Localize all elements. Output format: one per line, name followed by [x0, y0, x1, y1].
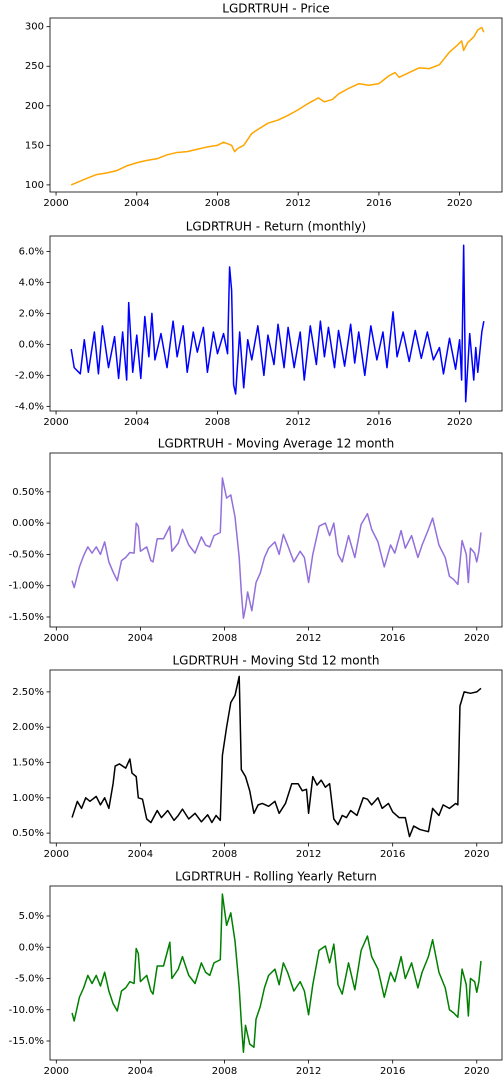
x-tick-label: 2020	[447, 417, 472, 428]
line	[71, 477, 482, 619]
x-tick-label: 2004	[128, 633, 153, 644]
y-tick-label: 0.50%	[12, 487, 44, 498]
y-tick-label: -4.0%	[15, 401, 44, 412]
axes-frame	[49, 452, 503, 628]
x-tick-label: 2008	[212, 633, 237, 644]
y-tick-label: 150	[25, 140, 44, 151]
x-tick-label: 2012	[296, 849, 321, 860]
y-tick-label: -1.50%	[9, 612, 44, 623]
x-tick-label: 2016	[366, 417, 391, 428]
y-tick-label: 0.00%	[12, 518, 44, 529]
line	[70, 26, 485, 186]
axes-frame	[49, 885, 503, 1061]
y-tick-label: 0.50%	[12, 828, 44, 839]
x-tick-label: 2004	[124, 198, 149, 209]
y-tick-label: 0.0%	[19, 942, 44, 953]
x-tick-label: 2000	[43, 198, 68, 209]
x-tick-label: 2000	[44, 633, 69, 644]
y-tick-label: 2.00%	[12, 722, 44, 733]
y-tick-label: -15.0%	[9, 1036, 44, 1047]
y-tick-label: -1.00%	[9, 581, 44, 592]
x-tick-label: 2000	[43, 417, 68, 428]
x-tick-label: 2008	[205, 198, 230, 209]
x-tick-label: 2020	[464, 849, 489, 860]
y-tick-label: 100	[25, 180, 44, 191]
x-tick-label: 2004	[128, 1066, 153, 1077]
x-tick-label: 2004	[128, 849, 153, 860]
x-tick-label: 2016	[380, 849, 405, 860]
x-tick-label: 2012	[296, 1066, 321, 1077]
x-tick-label: 2012	[285, 198, 310, 209]
y-tick-label: 0.0%	[19, 339, 44, 350]
x-tick-label: 2016	[380, 1066, 405, 1077]
chart-title: LGDRTRUH - Price	[222, 2, 329, 16]
x-tick-label: 2000	[44, 1066, 69, 1077]
y-tick-label: -5.0%	[15, 974, 44, 985]
x-tick-label: 2020	[464, 633, 489, 644]
x-tick-label: 2020	[464, 1066, 489, 1077]
line	[70, 244, 485, 403]
y-tick-label: 250	[25, 61, 44, 72]
axes-frame	[49, 235, 503, 412]
y-tick-label: 5.0%	[19, 911, 44, 922]
chart-title: LGDRTRUH - Rolling Yearly Return	[175, 870, 377, 884]
chart-title: LGDRTRUH - Moving Average 12 month	[158, 437, 394, 451]
x-tick-label: 2016	[380, 633, 405, 644]
x-tick-label: 2000	[44, 849, 69, 860]
x-tick-label: 2008	[212, 849, 237, 860]
y-tick-label: 6.0%	[19, 246, 44, 257]
y-tick-label: 1.50%	[12, 758, 44, 769]
y-tick-label: -0.50%	[9, 549, 44, 560]
chart-title: LGDRTRUH - Return (monthly)	[186, 220, 367, 234]
x-tick-label: 2004	[124, 417, 149, 428]
y-tick-label: 300	[25, 22, 44, 33]
chart-title: LGDRTRUH - Moving Std 12 month	[172, 654, 379, 668]
line	[71, 675, 482, 838]
axes-frame	[49, 669, 503, 844]
x-tick-label: 2008	[205, 417, 230, 428]
x-tick-label: 2012	[296, 633, 321, 644]
y-tick-label: -2.0%	[15, 370, 44, 381]
x-tick-label: 2012	[285, 417, 310, 428]
y-tick-label: 200	[25, 101, 44, 112]
y-tick-label: 1.00%	[12, 793, 44, 804]
axes-frame	[49, 17, 503, 193]
y-tick-label: 2.50%	[12, 687, 44, 698]
y-tick-label: 2.0%	[19, 308, 44, 319]
y-tick-label: -10.0%	[9, 1005, 44, 1016]
x-tick-label: 2020	[447, 198, 472, 209]
x-tick-label: 2016	[366, 198, 391, 209]
y-tick-label: 4.0%	[19, 277, 44, 288]
line	[71, 893, 482, 1053]
x-tick-label: 2008	[212, 1066, 237, 1077]
